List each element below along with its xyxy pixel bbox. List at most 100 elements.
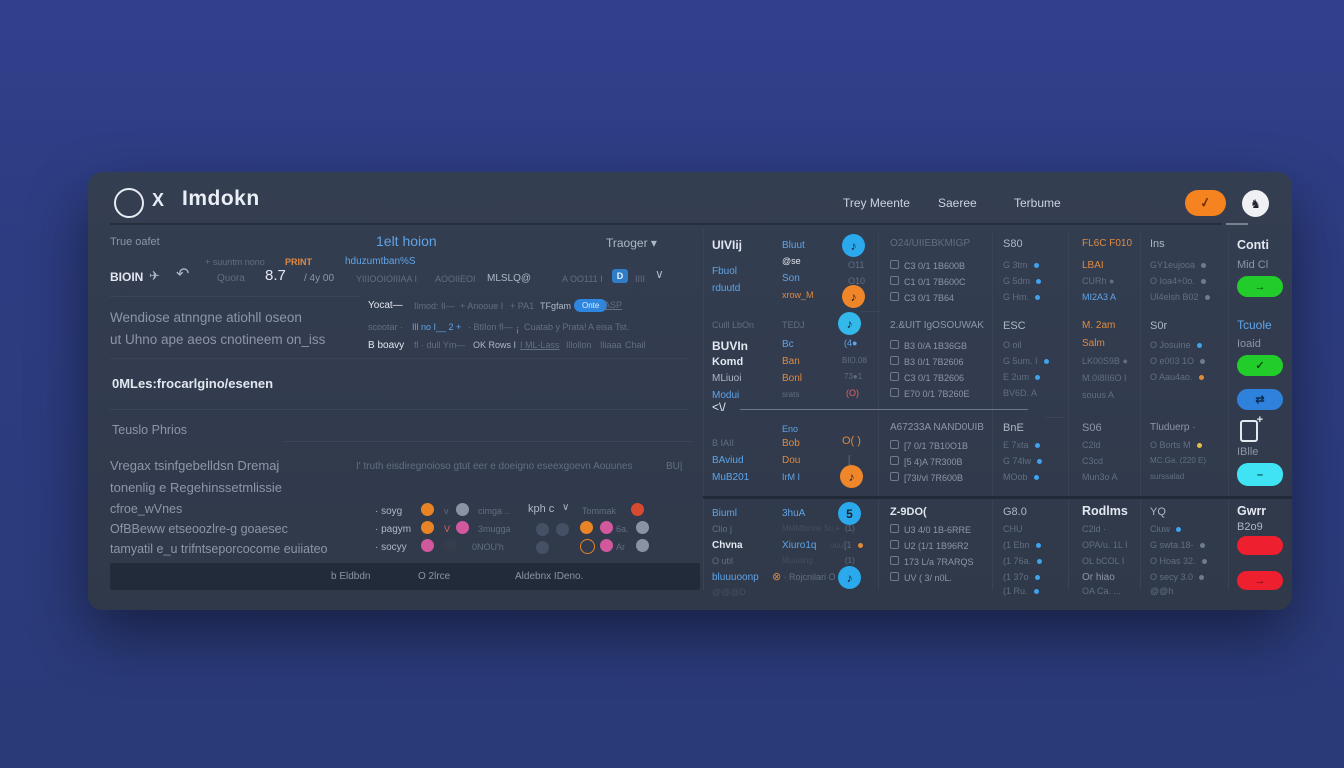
app-window: X Imdokn Trey Meente Saeree Terbume ✓ ♞ … xyxy=(88,172,1292,610)
text-cell: O secy 3.0 xyxy=(1150,572,1205,583)
text-cell: @se xyxy=(782,256,801,266)
text-cell: tamyatil e_u trifntseporcocome euiiateo xyxy=(110,542,328,556)
text-cell: UV ( 3/ n0L. xyxy=(890,572,952,584)
text-cell: Modui xyxy=(712,390,740,401)
text-cell: Bob xyxy=(782,438,800,449)
text-cell: O e003 1O xyxy=(1150,356,1206,367)
text-cell: · pagym xyxy=(375,524,412,535)
stop-button[interactable] xyxy=(1237,536,1283,555)
text-cell: OL bCOL I xyxy=(1082,556,1125,566)
text-cell: OfBBeww etseoozlre-g goaesec xyxy=(110,522,288,536)
text-cell: G 74lw xyxy=(1003,456,1043,467)
text-cell: LBAI xyxy=(1082,260,1104,271)
text-cell: · soyg xyxy=(375,506,403,517)
status-icon xyxy=(580,521,593,534)
text-cell: G 5dm xyxy=(1003,276,1042,287)
text-cell: MLSLQ@ xyxy=(487,273,532,284)
text-cell: Biuml xyxy=(712,508,738,519)
text-cell: B2o9 xyxy=(1237,521,1263,533)
runner-avatar-icon: ♪ xyxy=(842,234,865,257)
text-cell: I' truth eisdiregnoioso gtut eer e doeig… xyxy=(356,461,633,472)
runner-avatar-icon: ♪ xyxy=(838,312,861,335)
text-cell: B boavy xyxy=(368,340,405,351)
text-cell: O Ioa4+0o. xyxy=(1150,276,1206,287)
footer-item-2[interactable]: O 2lrce xyxy=(418,571,451,582)
text-cell: C2ld xyxy=(1082,440,1101,450)
text-cell: Fbuol xyxy=(712,266,738,277)
text-cell: Mun3o A xyxy=(1082,472,1118,482)
text-cell: Yocat— xyxy=(368,300,403,311)
divider xyxy=(110,409,688,410)
onte-pill[interactable]: Onte xyxy=(574,299,608,312)
footer-item-1[interactable]: b Eldbdn xyxy=(331,571,371,582)
approve-button[interactable]: ✓ xyxy=(1237,355,1283,376)
check-bird-icon: ✓ xyxy=(1198,194,1213,211)
trigger-dropdown[interactable]: Traoger ▾ xyxy=(606,236,657,250)
text-cell: BUVIn xyxy=(712,339,748,353)
text-cell: · · Rojcnilari O xyxy=(778,572,836,582)
text-cell: BAviud xyxy=(712,455,744,466)
text-cell: [ xyxy=(848,455,851,466)
text-cell: OPA/u. 1L I xyxy=(1082,540,1128,550)
text-cell: (1 Ebn xyxy=(1003,540,1041,551)
nav-item-2[interactable]: Saeree xyxy=(938,196,977,210)
text-cell: kph c xyxy=(528,503,555,515)
divider xyxy=(110,358,688,359)
text-cell: ut Uhno ape aeos cnotineem on_iss xyxy=(110,332,326,347)
text-cell: + suuntm nono xyxy=(205,257,265,267)
runner-avatar-icon: ♪ xyxy=(840,465,863,488)
text-cell: uuu xyxy=(830,541,844,550)
text-cell: ∨ xyxy=(562,502,570,513)
text-cell: O Borts M xyxy=(1150,440,1202,451)
text-cell: MOob xyxy=(1003,472,1039,483)
print-link[interactable]: PRINT xyxy=(285,257,312,267)
blue-link[interactable]: hduzumtban%S xyxy=(345,256,416,267)
animal-icon: ♞ xyxy=(1250,196,1261,211)
text-cell: Ul4elsh B02 xyxy=(1150,292,1210,303)
footer-item-3[interactable]: Aldebnx IDeno. xyxy=(515,571,584,582)
transfer-button[interactable]: ⇄ xyxy=(1237,389,1283,410)
text-cell: Ar xyxy=(616,542,625,552)
text-cell: YIIIOOIOIIIAA I xyxy=(356,274,418,284)
text-cell: BU| xyxy=(666,461,683,472)
text-cell: (1 76a. xyxy=(1003,556,1043,567)
undo-icon[interactable]: ↶ xyxy=(176,266,190,283)
chevron-down-icon[interactable]: ∨ xyxy=(655,267,664,281)
text-cell: G 3tm xyxy=(1003,260,1039,271)
header-rule-tail xyxy=(1226,223,1248,225)
text-cell: Illollon xyxy=(566,340,592,350)
left-footer-bar: b Eldbdn O 2lrce Aldebnx IDeno. xyxy=(110,563,700,590)
text-cell: Conti xyxy=(1237,238,1269,252)
app-title: Imdokn xyxy=(182,187,260,210)
minimize-button[interactable]: – xyxy=(1237,463,1283,486)
text-cell: O oil xyxy=(1003,340,1022,350)
text-cell: fl · dull Ym— xyxy=(414,340,466,350)
text-cell: O Aau4ao. xyxy=(1150,372,1204,383)
text-cell: G 5um. I xyxy=(1003,356,1049,367)
text-cell: souus A xyxy=(1082,390,1115,400)
text-cell: + Anooue I xyxy=(460,301,504,311)
primary-action-button[interactable]: ✓ xyxy=(1185,190,1226,216)
text-cell: Ioaid xyxy=(1237,338,1261,350)
nav-item-1[interactable]: Trey Meente xyxy=(843,196,910,210)
nav-item-3[interactable]: Terbume xyxy=(1014,196,1061,210)
text-cell: 73●1 xyxy=(844,372,863,381)
remove-icon[interactable]: ⊗ xyxy=(772,571,782,583)
text-cell: CURh ● xyxy=(1082,276,1115,286)
subsection-heading: 0MLes:frocarlgino/esenen xyxy=(112,376,274,391)
text-cell: [73I/vl 7R600B xyxy=(890,472,963,484)
text-cell: GY1eujooa xyxy=(1150,260,1207,271)
cancel-button[interactable]: → xyxy=(1237,571,1283,590)
text-cell: Vregax tsinfgebelldsn Dremaj xyxy=(110,458,280,473)
confirm-button[interactable]: → xyxy=(1237,276,1283,297)
text-cell: Cuill LbOn xyxy=(712,320,755,330)
text-cell: BIO.08 xyxy=(842,356,867,365)
runner-avatar-icon: ♪ xyxy=(838,566,861,589)
status-icon xyxy=(636,521,649,534)
text-cell: Bluut xyxy=(782,240,805,251)
profile-button[interactable]: ♞ xyxy=(1242,190,1269,217)
d-badge-icon[interactable]: D xyxy=(612,269,628,283)
text-cell: Mid Cl xyxy=(1237,259,1269,271)
text-cell: O Hoas 32. xyxy=(1150,556,1207,567)
text-cell: Z-9DO( xyxy=(890,506,927,518)
